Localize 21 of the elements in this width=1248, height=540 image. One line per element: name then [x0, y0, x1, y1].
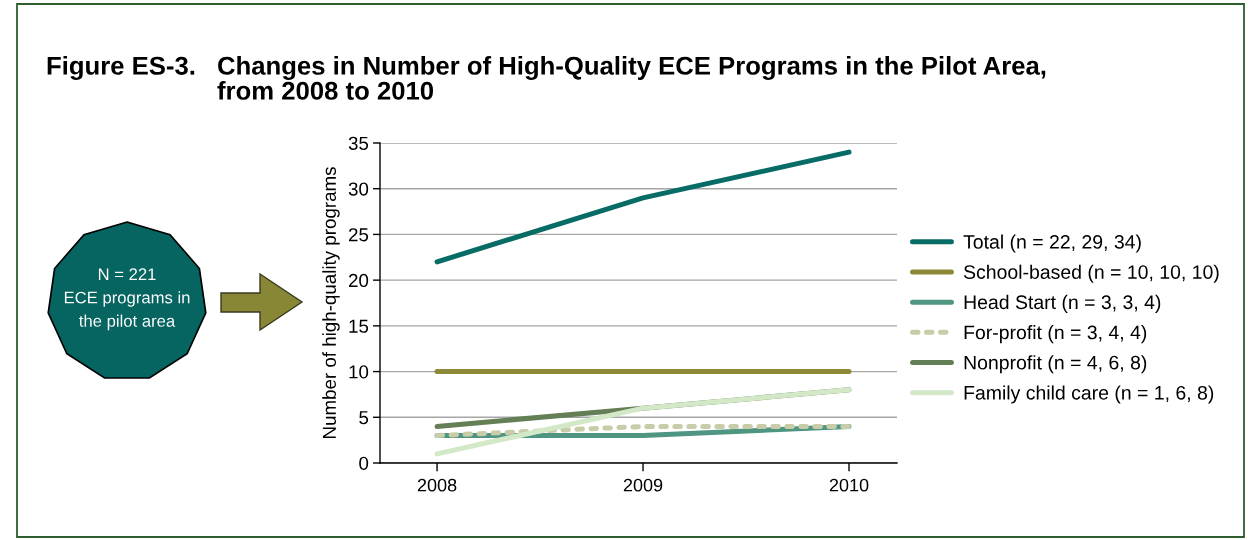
text: Figure ES-3.	[47, 56, 195, 81]
y-tick-label: 25	[348, 228, 369, 242]
y-tick-label: 10	[349, 365, 369, 379]
y-tick-label: 35	[348, 136, 369, 150]
y-tick-label: 5	[359, 411, 369, 425]
y-tick-label: 0	[359, 456, 369, 470]
x-tick-label: 2009	[623, 478, 663, 492]
text: N = 221 ECE programs in the pilot area	[64, 268, 190, 331]
legend-label: For-profit (n = 3, 4, 4)	[964, 325, 1147, 344]
x-tick-label: 2008	[417, 478, 457, 492]
legend-label: Nonprofit (n = 4, 6, 8)	[964, 355, 1147, 374]
y-tick-label: 20	[348, 273, 369, 288]
y-tick-label: 30	[348, 182, 369, 196]
legend-label: Total (n = 22, 29, 34)	[963, 234, 1141, 253]
y-axis-title: Number of high-quality programs	[322, 167, 340, 438]
legend-label: School-based (n = 10, 10, 10)	[963, 264, 1219, 283]
legend-label: Family child care (n = 1, 6, 8)	[964, 385, 1214, 404]
y-tick-label: 15	[349, 319, 369, 333]
chart-title: Changes in Number of High-Quality ECE Programs in the Pilot Area, from 2008 to 2010	[217, 56, 1046, 100]
x-tick-label: 2010	[829, 478, 869, 492]
legend-label: Head Start (n = 3, 3, 4)	[964, 294, 1161, 313]
